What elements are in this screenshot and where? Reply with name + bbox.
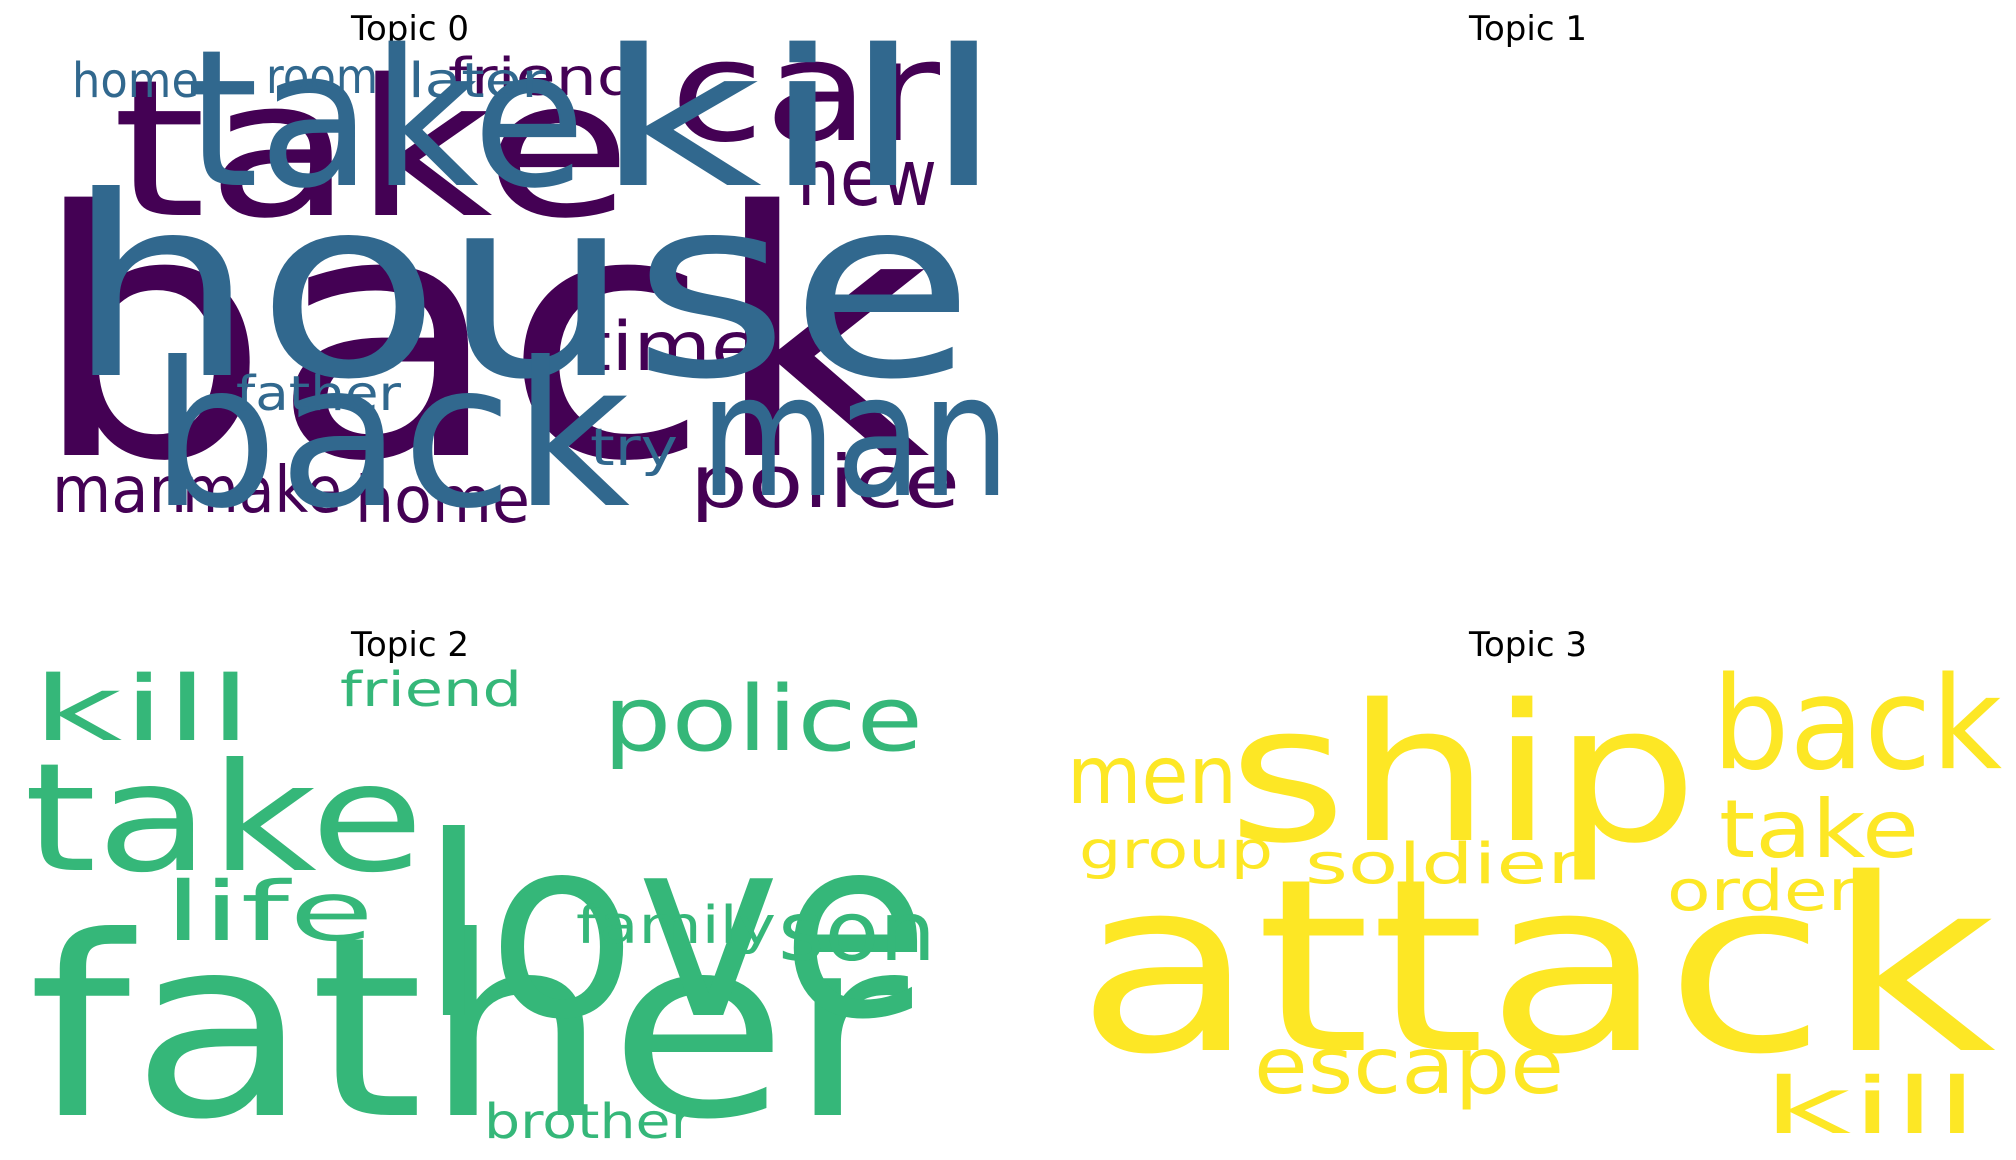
word-family-topic-2: family [576, 896, 776, 956]
word-room-topic-1: room [266, 49, 378, 105]
word-man-topic-0: man [52, 454, 187, 528]
panel-title-3: Topic 3 [1469, 625, 1587, 665]
word-time-topic-0: time [580, 308, 760, 387]
word-police-topic-2: police [603, 667, 923, 772]
word-son-topic-2: son [778, 885, 936, 980]
word-take-topic-2: take [24, 732, 424, 906]
word-attack-topic-3: attack [1076, 827, 1996, 1107]
word-make-topic-0: make [182, 454, 342, 528]
word-escape-topic-3: escape [1254, 1022, 1564, 1112]
panel-title-2: Topic 2 [351, 625, 469, 665]
word-back-topic-3: back [1712, 650, 2002, 799]
word-man-topic-1: man [700, 338, 1010, 536]
word-order-topic-3: order [1667, 859, 1858, 924]
word-ship-topic-3: ship [1228, 664, 1698, 885]
panel-title-0: Topic 0 [351, 9, 469, 49]
word-car-topic-0: car [670, 11, 941, 174]
word-police-topic-0: police [690, 440, 960, 524]
word-kill-topic-2: kill [32, 657, 252, 762]
word-soldier-topic-3: soldier [1305, 832, 1582, 897]
word-home-topic-1: home [72, 53, 199, 109]
word-take-topic-0: take [112, 39, 632, 260]
panel-title-1: Topic 1 [1469, 9, 1587, 49]
word-take-topic-1: take [186, 9, 586, 230]
word-home-topic-0: home [355, 464, 530, 538]
word-kill-topic-1: kill [594, 9, 1004, 230]
word-group-topic-3: group [1079, 821, 1273, 881]
word-later-topic-1: later [408, 53, 546, 109]
word-love-topic-2: love [420, 783, 930, 1074]
word-back-topic-0: back [30, 140, 930, 536]
word-father-topic-1: father [236, 366, 401, 422]
word-take-topic-3: take [1719, 783, 1919, 876]
word-kill-topic-3: kill [1763, 1062, 1978, 1152]
word-life-topic-2: life [164, 865, 374, 960]
word-house-topic-1: house [65, 143, 975, 434]
word-new-topic-0: new [797, 134, 937, 224]
word-friend-topic-0: friend [448, 48, 638, 108]
word-father-topic-2: father [28, 883, 908, 1160]
word-back-topic-1: back [150, 320, 630, 553]
word-brother-topic-2: brother [484, 1094, 694, 1150]
word-men-topic-3: men [1067, 729, 1237, 822]
word-try-topic-1: try [590, 418, 678, 478]
word-friend-topic-2: friend [340, 662, 522, 718]
